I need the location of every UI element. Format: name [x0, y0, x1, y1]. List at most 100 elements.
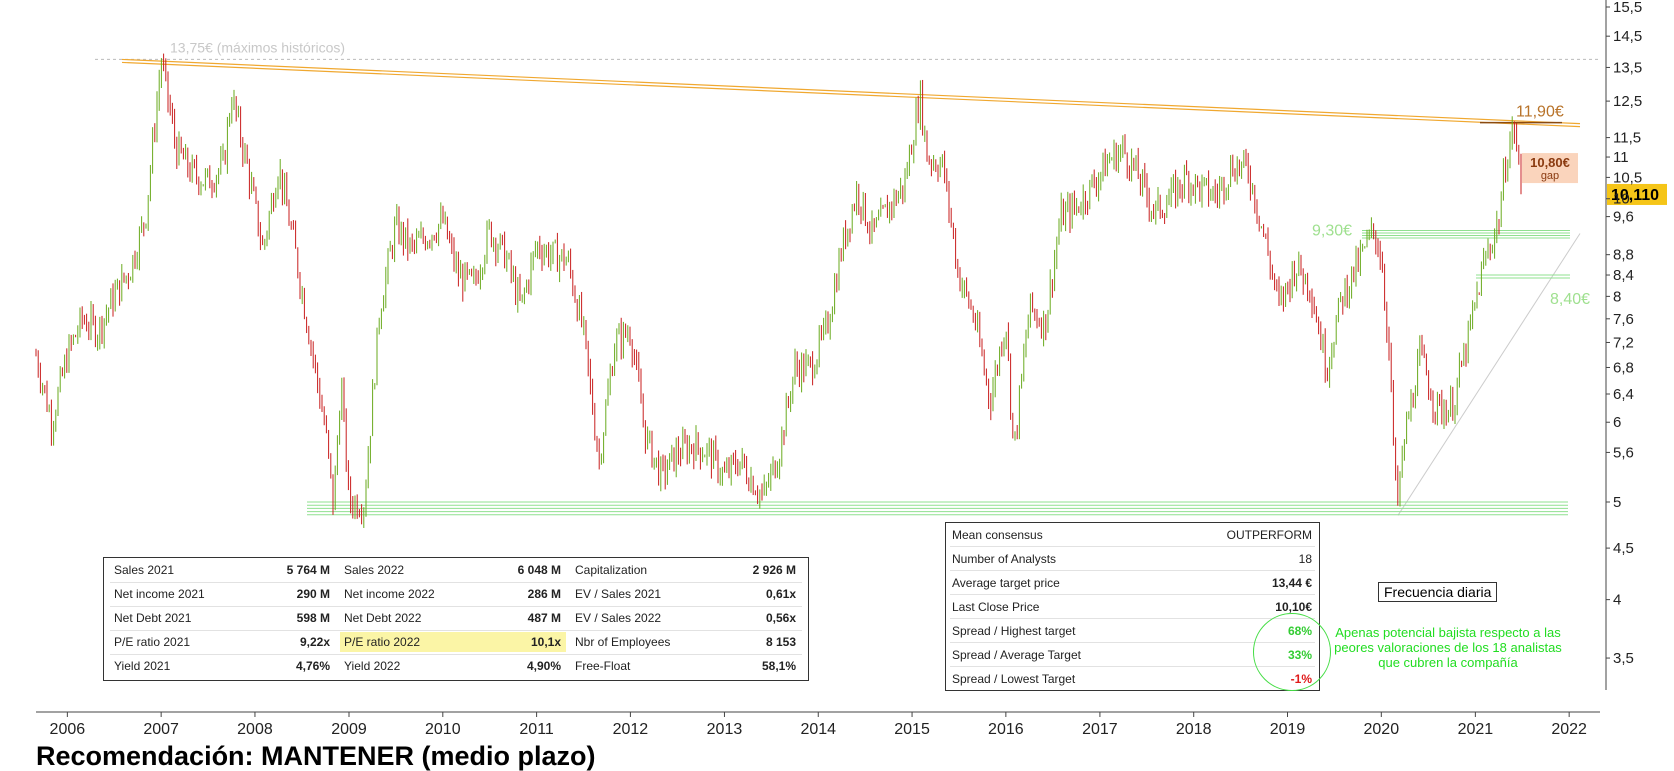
last-price-label: 10,110	[1611, 187, 1659, 204]
x-tick-label: 2021	[1458, 721, 1494, 738]
y-tick-label: 15,5	[1613, 0, 1642, 16]
y-tick-label: 10,5	[1613, 169, 1642, 186]
y-tick-label: 7,6	[1613, 311, 1634, 328]
fund-label: P/E ratio 2022	[344, 635, 421, 649]
y-tick-label: 8	[1613, 288, 1621, 305]
row-separator	[950, 594, 1315, 595]
consensus-label: Spread / Highest target	[952, 624, 1076, 638]
x-tick-label: 2012	[613, 721, 649, 738]
y-tick-label: 4	[1613, 592, 1621, 609]
fund-value: 487 M	[527, 611, 561, 625]
trendline-upper	[121, 58, 1581, 125]
x-tick-label: 2007	[143, 721, 179, 738]
x-tick-label: 2016	[988, 721, 1024, 738]
price-chart: 13,75€ (máximos históricos) 11,90€ 10,80€g…	[35, 0, 1667, 738]
uptrend-line	[1397, 233, 1581, 516]
highlight-circle	[1253, 613, 1331, 691]
y-tick-label: 3,5	[1613, 650, 1634, 667]
fund-value: 58,1%	[761, 659, 796, 673]
fund-value: 2 926 M	[752, 563, 796, 577]
fund-value: 0,56x	[765, 611, 796, 625]
fund-value: 10,1x	[530, 635, 561, 649]
x-tick-label: 2018	[1176, 721, 1212, 738]
consensus-value: 10,10€	[1275, 600, 1312, 614]
consensus-label: Number of Analysts	[952, 552, 1057, 566]
x-tick-label: 2014	[800, 721, 836, 738]
fund-value: 8 153	[765, 635, 796, 649]
fund-value: 4,90%	[526, 659, 561, 673]
gap-box	[1522, 153, 1578, 184]
y-tick-label: 12,5	[1613, 93, 1642, 110]
recommendation-title: Recomendación: MANTENER (medio plazo)	[36, 741, 596, 771]
consensus-value: 13,44 €	[1271, 576, 1312, 590]
y-tick-label: 8,4	[1613, 267, 1634, 284]
consensus-label: Spread / Lowest Target	[952, 672, 1076, 686]
fund-label: Free-Float	[575, 659, 631, 673]
support-zone	[307, 229, 1570, 516]
frequency-label: Frecuencia diaria	[1378, 582, 1498, 602]
trendline-lower	[121, 61, 1581, 128]
fund-label: Capitalization	[575, 563, 648, 577]
fund-value: 598 M	[296, 611, 330, 625]
gap-value: 10,80€	[1530, 155, 1570, 170]
row-separator	[950, 666, 1315, 667]
consensus-value: OUTPERFORM	[1226, 528, 1312, 542]
y-tick-label: 8,8	[1613, 247, 1634, 264]
fund-label: EV / Sales 2021	[575, 587, 662, 601]
candlestick-series	[35, 53, 1522, 528]
chart-annotations: 13,75€ (máximos históricos) 11,90€ 10,80€g…	[170, 39, 1667, 308]
consensus-row: Last Close Price 10,10€	[946, 595, 1319, 619]
x-tick-label: 2009	[331, 721, 367, 738]
consensus-label: Spread / Average Target	[952, 648, 1081, 662]
x-tick-label: 2017	[1082, 721, 1118, 738]
x-tick-label: 2011	[519, 721, 554, 738]
consensus-label: Last Close Price	[952, 600, 1040, 614]
fund-label: Net income 2022	[344, 587, 435, 601]
y-tick-label: 10	[1613, 191, 1630, 208]
support-930-label: 9,30€	[1312, 222, 1352, 239]
row-separator	[950, 642, 1315, 643]
y-tick-label: 7,2	[1613, 334, 1634, 351]
fund-value: 290 M	[296, 587, 330, 601]
x-tick-label: 2022	[1551, 721, 1587, 738]
x-tick-label: 2015	[894, 721, 930, 738]
row-separator	[950, 618, 1315, 619]
y-tick-label: 11	[1613, 149, 1629, 166]
pe-highlight	[340, 632, 566, 652]
support-840-label: 8,40€	[1550, 291, 1590, 308]
last-price-tag	[1607, 183, 1667, 205]
fund-value: 6 048 M	[517, 563, 561, 577]
y-tick-label: 9,6	[1613, 209, 1634, 226]
row-separator	[950, 570, 1315, 571]
resistance-label: 11,90€	[1516, 104, 1564, 121]
row-separator	[110, 582, 802, 583]
fund-label: Sales 2022	[344, 563, 405, 577]
consensus-row: Mean consensus OUTPERFORM	[946, 523, 1319, 547]
fund-label: Sales 2021	[114, 563, 175, 577]
y-tick-label: 4,5	[1613, 540, 1634, 557]
consensus-label: Mean consensus	[952, 528, 1043, 542]
consensus-row: Average target price 13,44 €	[946, 571, 1319, 595]
y-tick-label: 14,5	[1613, 28, 1642, 45]
y-tick-label: 6,4	[1613, 386, 1634, 403]
analyst-note: Apenas potencial bajista respecto a las …	[1334, 625, 1562, 670]
row-separator	[110, 630, 802, 631]
gap-label: gap	[1541, 170, 1559, 182]
fund-value: 9,22x	[299, 635, 330, 649]
y-axis: 15,5 14,5 13,5 12,5 11,5 11 10,5 109,6 8,8 8,4 8 7,…	[1605, 0, 1642, 690]
row-separator	[110, 654, 802, 655]
resistance-line	[95, 58, 1600, 516]
consensus-label: Average target price	[952, 576, 1060, 590]
x-tick-label: 2010	[425, 721, 461, 738]
fund-label: P/E ratio 2021	[114, 635, 191, 649]
fund-value: 0,61x	[765, 587, 796, 601]
y-tick-label: 5,6	[1613, 444, 1634, 461]
fund-label: Yield 2021	[114, 659, 171, 673]
fundamentals-table: Sales 2021 5 764 M Sales 2022 6 048 M Capita…	[103, 557, 809, 681]
ath-label: 13,75€ (máximos históricos)	[170, 39, 345, 55]
fund-label: Net income 2021	[114, 587, 205, 601]
consensus-row: Number of Analysts 18	[946, 547, 1319, 571]
y-tick-label: 6	[1613, 414, 1621, 431]
y-tick-label: 6,8	[1613, 359, 1634, 376]
row-separator	[950, 546, 1315, 547]
